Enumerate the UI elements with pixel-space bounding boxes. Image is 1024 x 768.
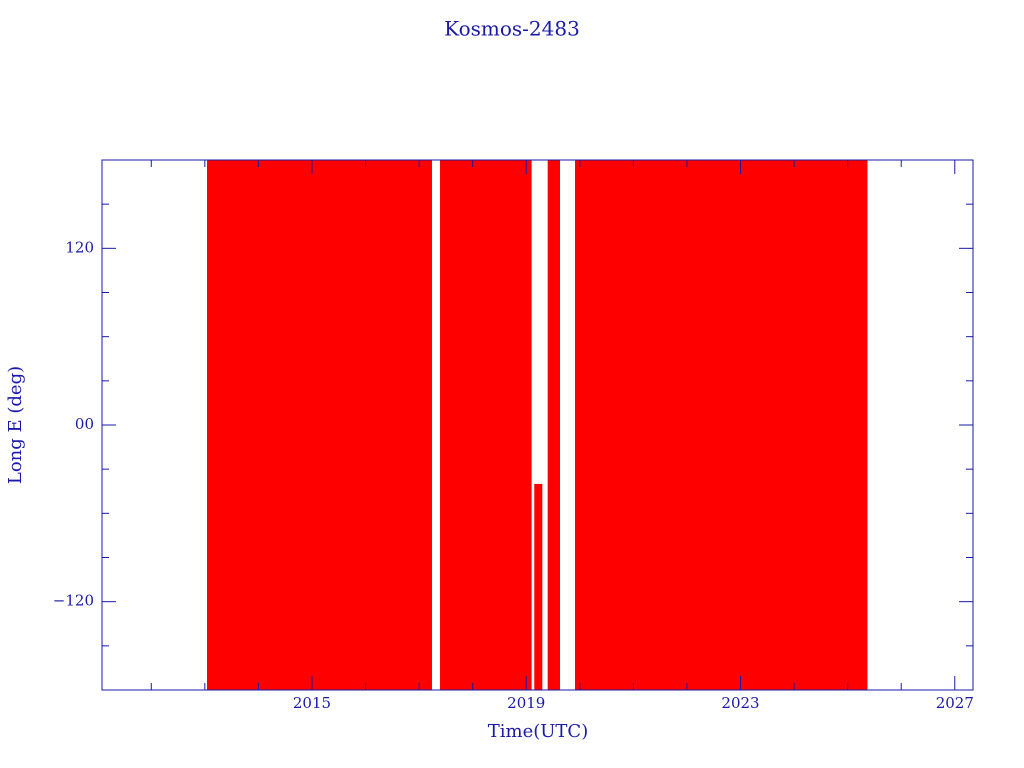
data-span bbox=[206, 160, 432, 690]
y-tick-label: 00 bbox=[75, 415, 94, 433]
data-span bbox=[440, 160, 532, 690]
x-tick-label: 2023 bbox=[721, 694, 759, 712]
data-span bbox=[574, 160, 868, 690]
y-tick-label: 120 bbox=[65, 238, 94, 256]
x-tick-label: 2027 bbox=[936, 694, 974, 712]
data-span bbox=[534, 483, 543, 690]
y-axis-label: Long E (deg) bbox=[5, 366, 26, 484]
x-tick-label: 2019 bbox=[507, 694, 545, 712]
data-span bbox=[547, 160, 560, 690]
x-tick-label: 2015 bbox=[293, 694, 331, 712]
x-axis-label: Time(UTC) bbox=[488, 721, 588, 742]
y-tick-label: −120 bbox=[53, 592, 94, 610]
chart-title: Kosmos-2483 bbox=[444, 17, 580, 41]
